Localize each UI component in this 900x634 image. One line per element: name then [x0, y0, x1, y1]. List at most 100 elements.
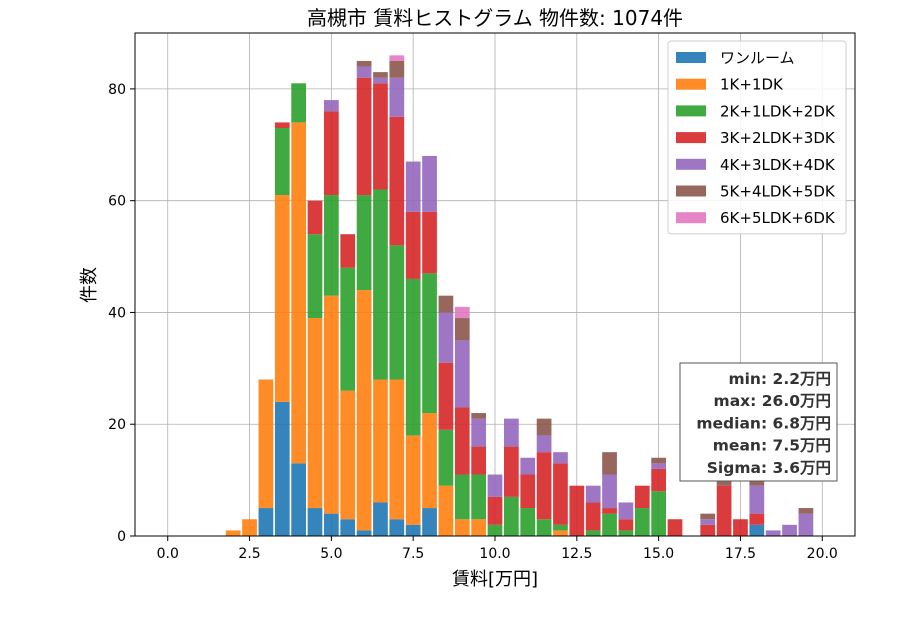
bar-segment: [536, 452, 552, 520]
legend-frame: [667, 40, 847, 235]
stats-line: median: 6.8万円: [696, 414, 831, 432]
bar-segment: [373, 83, 388, 190]
bar-segment: [405, 278, 421, 436]
bar-segment: [569, 485, 585, 536]
bar-segment: [373, 379, 388, 503]
bar-segment: [765, 530, 781, 536]
bar-segment: [520, 508, 536, 536]
y-tick-label: 0: [117, 529, 126, 545]
bar-segment: [356, 66, 372, 78]
bar-segment: [667, 519, 683, 536]
bar-segment: [389, 245, 405, 380]
legend-swatch: [676, 212, 706, 224]
bar-segment: [405, 435, 421, 525]
bar-segment: [798, 508, 814, 514]
bar-segment: [716, 480, 732, 486]
x-tick-label: 7.5: [402, 546, 424, 562]
bar-segment: [553, 452, 568, 464]
bar-segment: [373, 77, 388, 84]
bar-segment: [307, 508, 323, 536]
bar-segment: [274, 401, 290, 536]
x-tick-label: 12.5: [561, 546, 592, 562]
bar-segment: [356, 290, 372, 531]
bar-segment: [471, 413, 486, 419]
bar-segment: [520, 457, 536, 475]
bar-segment: [291, 463, 306, 536]
bar-segment: [634, 508, 650, 536]
stats-line: min: 2.2万円: [728, 370, 831, 388]
bar-segment: [553, 530, 568, 536]
bar-segment: [340, 234, 356, 268]
bar-segment: [422, 211, 437, 274]
legend-swatch: [676, 185, 706, 197]
x-tick-label: 15.0: [643, 546, 674, 562]
bar-segment: [553, 463, 568, 525]
bar-segment: [454, 306, 470, 319]
bar-segment: [389, 519, 405, 536]
bar-segment: [389, 77, 405, 117]
bar-segment: [307, 318, 323, 509]
x-tick-label: 0.0: [157, 546, 179, 562]
bar-segment: [274, 128, 290, 196]
bar-segment: [324, 195, 339, 296]
bar-segment: [242, 519, 257, 536]
bar-segment: [536, 435, 552, 453]
bar-segment: [487, 496, 503, 525]
stats-line: mean: 7.5万円: [713, 437, 831, 455]
bar-segment: [340, 267, 356, 391]
bar-segment: [438, 312, 454, 363]
bar-segment: [356, 530, 372, 536]
bar-segment: [733, 519, 748, 536]
bar-segment: [438, 295, 454, 313]
bar-segment: [700, 519, 716, 525]
bar-segment: [324, 295, 339, 514]
bar-segment: [471, 446, 486, 475]
bar-segment: [356, 77, 372, 196]
legend-swatch: [676, 158, 706, 170]
bar-segment: [700, 513, 716, 520]
y-tick-label: 80: [108, 82, 126, 98]
bar-segment: [504, 446, 519, 497]
bar-segment: [373, 189, 388, 380]
bar-segment: [258, 379, 274, 509]
legend-label: ワンルーム: [720, 49, 795, 67]
bar-segment: [602, 513, 617, 536]
bar-segment: [618, 519, 634, 531]
bar-segment: [782, 524, 797, 536]
bar-segment: [618, 502, 634, 520]
x-tick-label: 17.5: [725, 546, 756, 562]
x-tick-label: 5.0: [320, 546, 342, 562]
bar-segment: [340, 519, 356, 536]
bar-segment: [454, 340, 470, 408]
bar-segment: [307, 200, 323, 235]
bar-segment: [405, 211, 421, 279]
bar-segment: [438, 362, 454, 430]
bar-segment: [422, 155, 437, 212]
bar-segment: [651, 463, 666, 469]
bar-segment: [291, 122, 306, 464]
bar-segment: [438, 429, 454, 486]
bar-segment: [225, 530, 241, 536]
stats-frame: [679, 362, 838, 482]
bar-segment: [373, 72, 388, 78]
stats-line: max: 26.0万円: [714, 392, 831, 410]
bar-segment: [454, 474, 470, 520]
legend-label: 1K+1DK: [720, 76, 784, 94]
legend-label: 2K+1LDK+2DK: [720, 102, 836, 120]
legend-swatch: [676, 52, 706, 63]
legend-label: 4K+3LDK+4DK: [720, 156, 836, 174]
x-axis-label: 賃料[万円]: [452, 569, 538, 590]
x-tick-label: 10.0: [479, 546, 510, 562]
bar-segment: [422, 508, 437, 536]
bar-segment: [651, 457, 666, 464]
bar-segment: [585, 502, 601, 531]
bar-segment: [291, 83, 306, 123]
bar-segment: [373, 502, 388, 536]
bar-segment: [438, 485, 454, 536]
bar-segment: [700, 524, 716, 536]
bar-segment: [422, 273, 437, 414]
bar-segment: [536, 418, 552, 436]
bar-segment: [553, 524, 568, 531]
